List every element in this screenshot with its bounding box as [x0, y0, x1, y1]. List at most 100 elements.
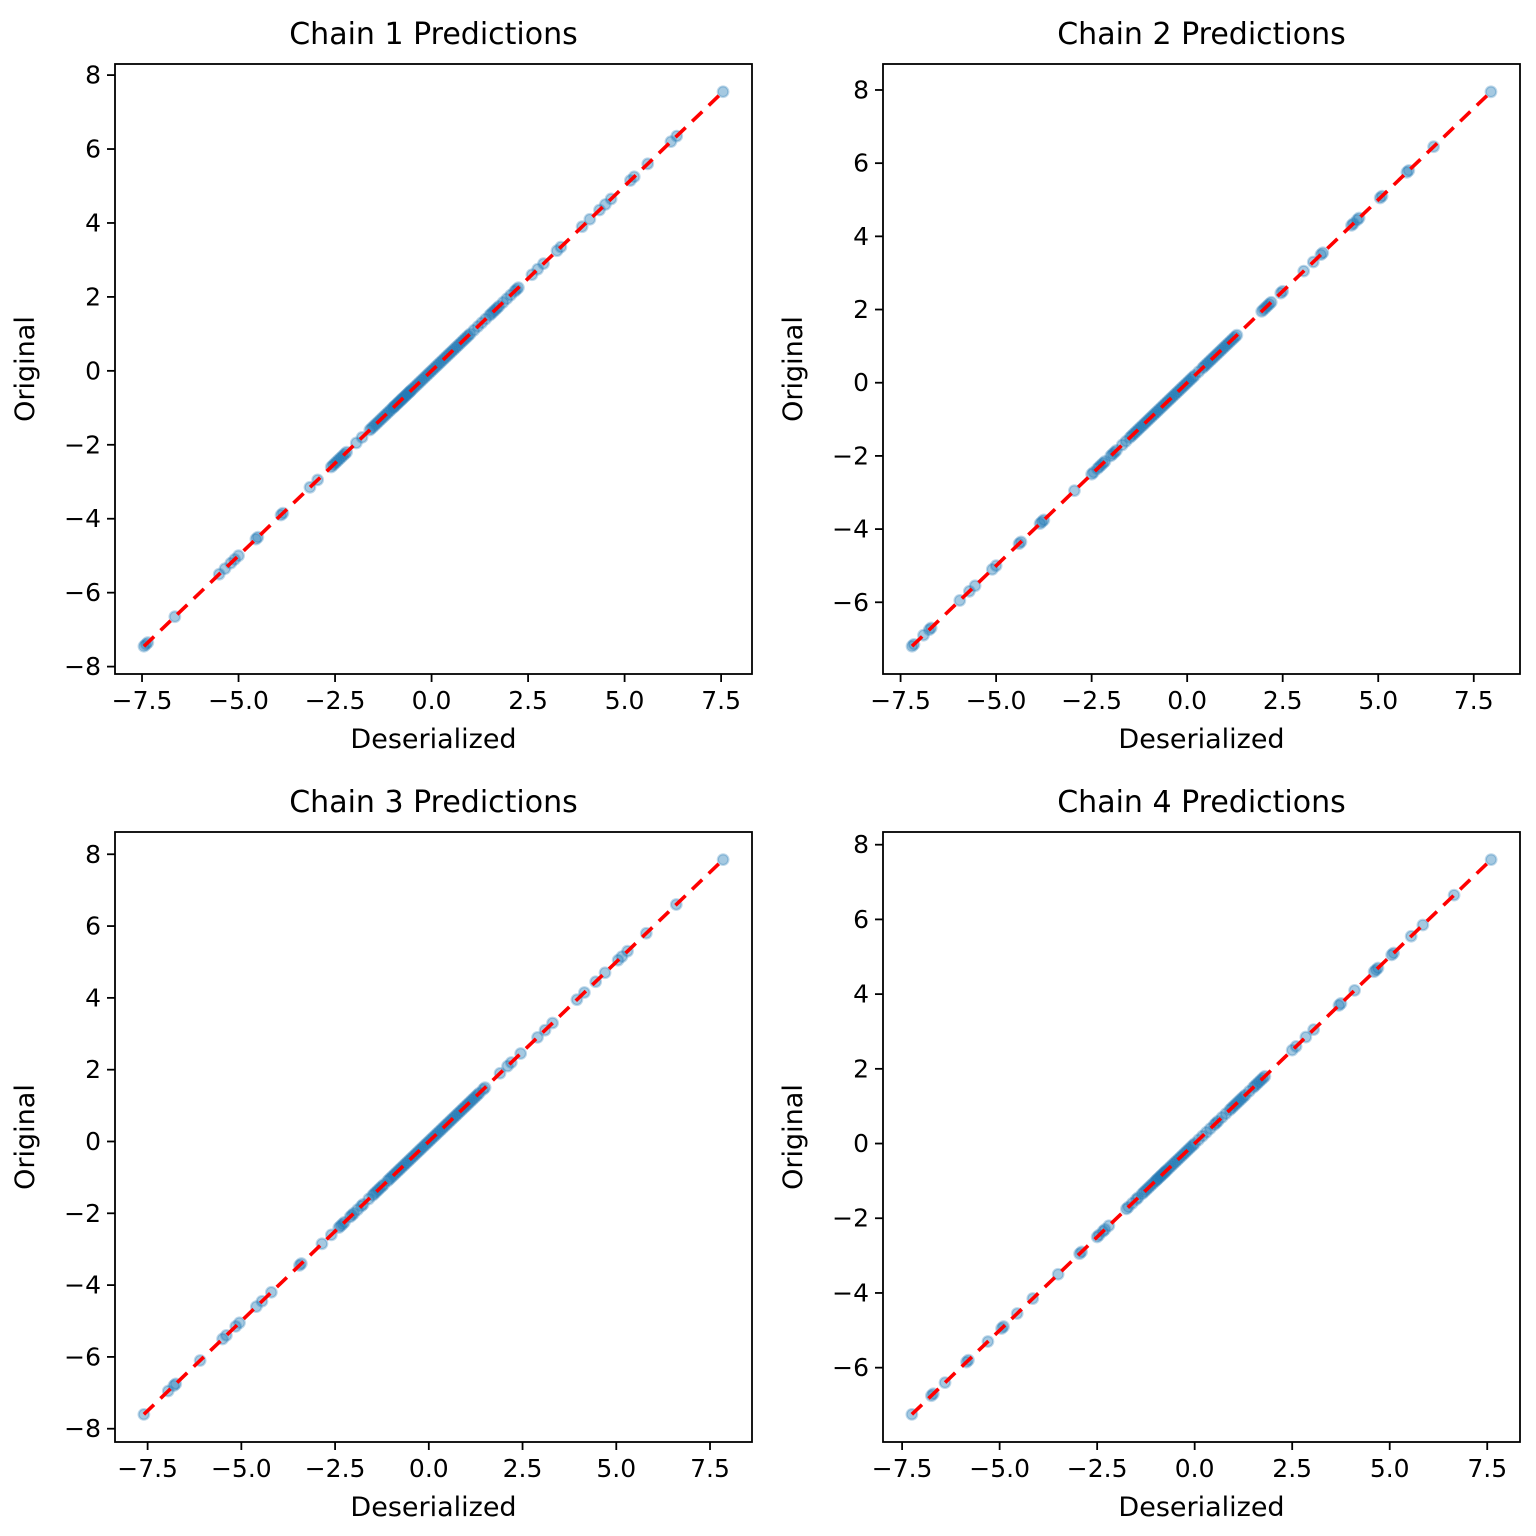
- x-tick-label: −5.0: [966, 686, 1027, 715]
- x-axis-ticks: −7.5 −5.0 −2.5 0.0 2.5 5.0 7.5: [117, 1442, 730, 1483]
- y-tick-label: 2: [853, 295, 869, 324]
- x-tick-label: −2.5: [305, 1454, 366, 1483]
- chain-4-plot: −7.5 −5.0 −2.5 0.0 2.5 5.0 7.5 −6 −4 −2 0 2 4 6 8 Chain…: [768, 768, 1536, 1536]
- y-tick-label: 2: [85, 1055, 101, 1084]
- x-tick-label: 7.5: [690, 1454, 730, 1483]
- x-tick-label: 5.0: [1370, 1454, 1410, 1483]
- chain-2-plot: −7.5 −5.0 −2.5 0.0 2.5 5.0 7.5 −6 −4 −2 0 2 4 6 8 Chain…: [768, 0, 1536, 768]
- scatter-point: [399, 1156, 413, 1170]
- identity-line-group: [910, 90, 1493, 648]
- scatter-point: [598, 198, 612, 211]
- y-tick-label: 0: [853, 1129, 869, 1158]
- subplot-chain-2: −7.5 −5.0 −2.5 0.0 2.5 5.0 7.5 −6 −4 −2 0 2 4 6 8 Chain…: [768, 0, 1536, 768]
- y-tick-label: 6: [85, 912, 101, 941]
- x-tick-label: −7.5: [112, 686, 173, 715]
- y-tick-label: 6: [85, 135, 101, 164]
- axes-box: [114, 63, 753, 675]
- x-tick-label: 7.5: [1454, 686, 1494, 715]
- x-axis-ticks: −7.5 −5.0 −2.5 0.0 2.5 5.0 7.5: [872, 1442, 1507, 1483]
- subplot-chain-4: −7.5 −5.0 −2.5 0.0 2.5 5.0 7.5 −6 −4 −2 0 2 4 6 8 Chain…: [768, 768, 1536, 1536]
- scatter-point: [1184, 372, 1198, 386]
- chain-1-plot: −7.5 −5.0 −2.5 0.0 2.5 5.0 7.5 −8 −6 −4 −2 0 2 4 6 8 Cha…: [0, 0, 768, 768]
- y-tick-label: −8: [64, 1414, 101, 1443]
- axes-box: [114, 831, 753, 1443]
- y-axis-ticks: −6 −4 −2 0 2 4 6 8: [832, 75, 883, 617]
- y-tick-label: −4: [832, 1278, 869, 1307]
- axes-box: [882, 831, 1521, 1443]
- scatter-point: [432, 357, 446, 370]
- scatter-point: [968, 579, 982, 593]
- identity-line: [142, 90, 725, 648]
- y-tick-label: 4: [85, 983, 101, 1012]
- y-axis-label: Original: [778, 316, 809, 422]
- x-tick-label: −2.5: [1061, 686, 1122, 715]
- plot-title: Chain 2 Predictions: [1057, 17, 1346, 52]
- y-tick-label: −6: [832, 1353, 869, 1382]
- scatter-point: [1350, 213, 1364, 227]
- scatter-point: [716, 85, 730, 99]
- plot-title: Chain 1 Predictions: [289, 17, 578, 52]
- x-axis-ticks: −7.5 −5.0 −2.5 0.0 2.5 5.0 7.5: [112, 674, 741, 715]
- plot-background: [768, 0, 1536, 768]
- x-tick-label: −2.5: [305, 686, 366, 715]
- scatter-point: [433, 1124, 447, 1138]
- x-axis-label: Deserialized: [1118, 724, 1284, 755]
- x-tick-label: 2.5: [1272, 1454, 1312, 1483]
- y-tick-label: −2: [64, 1199, 101, 1228]
- plot-background: [0, 0, 768, 768]
- y-tick-label: 6: [853, 905, 869, 934]
- y-axis-label: Original: [10, 316, 41, 422]
- y-tick-label: 0: [85, 1127, 101, 1156]
- chain-3-plot: −7.5 −5.0 −2.5 0.0 2.5 5.0 7.5 −8 −6 −4 −2 0 2 4 6 8 Cha…: [0, 768, 768, 1536]
- y-tick-label: 2: [85, 282, 101, 311]
- y-tick-label: −6: [64, 1342, 101, 1371]
- subplot-chain-1: −7.5 −5.0 −2.5 0.0 2.5 5.0 7.5 −8 −6 −4 −2 0 2 4 6 8 Cha…: [0, 0, 768, 768]
- x-axis-ticks: −7.5 −5.0 −2.5 0.0 2.5 5.0 7.5: [870, 674, 1494, 715]
- scatter-point: [1068, 484, 1081, 498]
- y-tick-label: −4: [832, 515, 869, 544]
- identity-line: [142, 858, 725, 1416]
- scatter-point: [349, 436, 363, 450]
- y-axis-label: Original: [10, 1084, 41, 1190]
- y-tick-label: 4: [85, 208, 101, 237]
- scatter-point: [1484, 85, 1498, 99]
- y-tick-label: 8: [85, 61, 101, 90]
- scatter-point: [615, 950, 629, 963]
- x-tick-label: 7.5: [701, 686, 741, 715]
- y-tick-label: 0: [853, 368, 869, 397]
- scatter-point: [1484, 853, 1498, 867]
- y-tick-label: −6: [64, 578, 101, 607]
- y-tick-label: 8: [853, 75, 869, 104]
- identity-line: [910, 90, 1493, 648]
- scatter-point: [367, 419, 381, 433]
- x-tick-label: 0.0: [1175, 1454, 1215, 1483]
- scatter-point: [1085, 467, 1099, 481]
- x-tick-label: −5.0: [208, 686, 269, 715]
- y-tick-label: 2: [853, 1054, 869, 1083]
- x-tick-label: 0.0: [412, 686, 452, 715]
- scatter-point: [1201, 356, 1215, 370]
- x-tick-label: 2.5: [508, 686, 548, 715]
- plot-background: [768, 768, 1536, 1536]
- y-tick-label: −6: [832, 588, 869, 617]
- x-tick-label: −5.0: [969, 1454, 1030, 1483]
- y-tick-label: 0: [85, 356, 101, 385]
- y-tick-label: 4: [853, 980, 869, 1009]
- plot-title: Chain 4 Predictions: [1057, 785, 1346, 820]
- x-tick-label: 2.5: [503, 1454, 543, 1483]
- x-tick-label: 5.0: [1358, 686, 1398, 715]
- scatter-point: [1250, 1077, 1264, 1091]
- scatter-point: [1184, 1140, 1198, 1154]
- y-tick-label: 6: [853, 149, 869, 178]
- plot-title: Chain 3 Predictions: [289, 785, 578, 820]
- axes-box: [882, 63, 1521, 675]
- scatter-point: [167, 1379, 181, 1393]
- x-tick-label: 7.5: [1467, 1454, 1507, 1483]
- x-axis-label: Deserialized: [1118, 1492, 1284, 1523]
- y-axis-ticks: −8 −6 −4 −2 0 2 4 6 8: [64, 61, 115, 681]
- y-tick-label: −4: [64, 504, 101, 533]
- subplot-chain-3: −7.5 −5.0 −2.5 0.0 2.5 5.0 7.5 −8 −6 −4 −2 0 2 4 6 8 Cha…: [0, 768, 768, 1536]
- scatter-point: [416, 1140, 430, 1154]
- y-tick-label: 8: [85, 840, 101, 869]
